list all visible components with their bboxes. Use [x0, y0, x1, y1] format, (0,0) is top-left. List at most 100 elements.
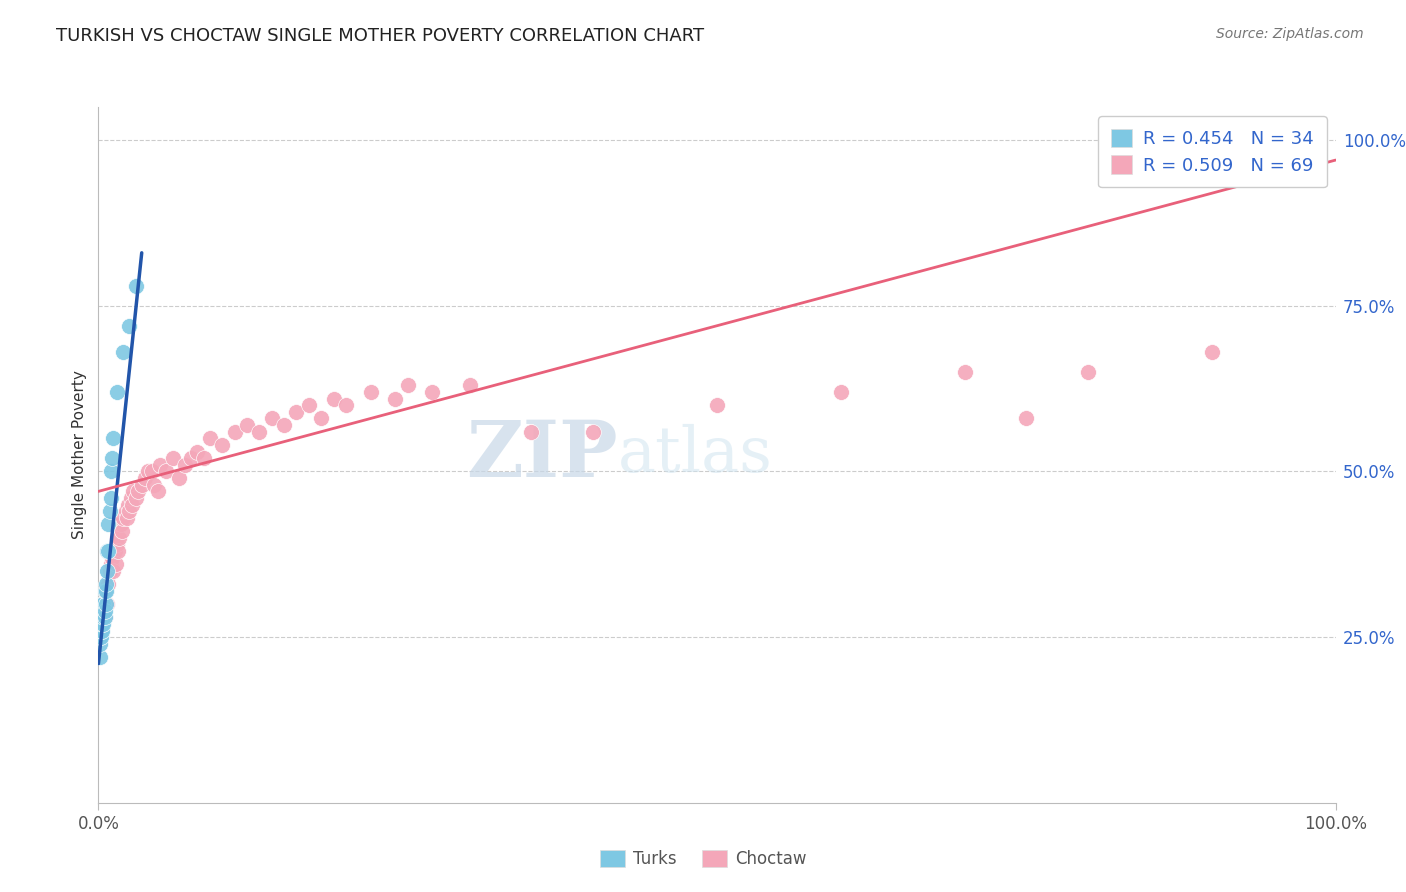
Point — [131, 477, 153, 491]
Point — [98, 504, 121, 518]
Point — [91, 610, 114, 624]
Point — [198, 431, 221, 445]
Point — [93, 610, 115, 624]
Point — [103, 431, 125, 445]
Point — [298, 398, 321, 412]
Point — [167, 471, 190, 485]
Point — [124, 279, 146, 293]
Point — [124, 491, 146, 505]
Point — [120, 491, 142, 505]
Point — [89, 650, 111, 665]
Point — [90, 630, 112, 644]
Point — [100, 558, 122, 572]
Point — [97, 544, 120, 558]
Point — [94, 583, 117, 598]
Point — [360, 384, 382, 399]
Point — [108, 531, 131, 545]
Legend: Turks, Choctaw: Turks, Choctaw — [593, 843, 813, 875]
Point — [93, 597, 115, 611]
Point — [155, 465, 177, 479]
Point — [96, 597, 118, 611]
Point — [260, 411, 283, 425]
Point — [104, 558, 127, 572]
Point — [1201, 345, 1223, 359]
Point — [193, 451, 215, 466]
Point — [149, 458, 172, 472]
Point — [90, 616, 112, 631]
Point — [143, 477, 166, 491]
Point — [322, 392, 344, 406]
Point — [93, 610, 115, 624]
Point — [953, 365, 976, 379]
Point — [134, 471, 156, 485]
Point — [118, 318, 141, 333]
Point — [1015, 411, 1038, 425]
Point — [273, 418, 295, 433]
Point — [211, 438, 233, 452]
Point — [309, 411, 332, 425]
Point — [96, 544, 118, 558]
Point — [101, 451, 124, 466]
Point — [180, 451, 202, 466]
Point — [94, 597, 117, 611]
Point — [89, 616, 111, 631]
Point — [706, 398, 728, 412]
Point — [285, 405, 308, 419]
Point — [93, 597, 115, 611]
Point — [582, 425, 605, 439]
Point — [458, 378, 481, 392]
Point — [105, 537, 128, 551]
Text: TURKISH VS CHOCTAW SINGLE MOTHER POVERTY CORRELATION CHART: TURKISH VS CHOCTAW SINGLE MOTHER POVERTY… — [56, 27, 704, 45]
Point — [335, 398, 357, 412]
Point — [136, 465, 159, 479]
Text: ZIP: ZIP — [467, 417, 619, 493]
Point — [107, 544, 129, 558]
Point — [105, 384, 128, 399]
Point — [90, 610, 112, 624]
Text: Source: ZipAtlas.com: Source: ZipAtlas.com — [1216, 27, 1364, 41]
Point — [93, 610, 115, 624]
Point — [115, 511, 138, 525]
Point — [174, 458, 197, 472]
Point — [121, 498, 143, 512]
Point — [91, 624, 114, 638]
Point — [100, 544, 122, 558]
Point — [122, 484, 145, 499]
Point — [98, 564, 121, 578]
Point — [97, 577, 120, 591]
Point — [830, 384, 852, 399]
Point — [101, 550, 124, 565]
Point — [89, 637, 111, 651]
Y-axis label: Single Mother Poverty: Single Mother Poverty — [72, 370, 87, 540]
Point — [90, 616, 112, 631]
Point — [1288, 146, 1310, 161]
Point — [384, 392, 406, 406]
Point — [236, 418, 259, 433]
Point — [224, 425, 246, 439]
Point — [520, 425, 543, 439]
Point — [89, 630, 111, 644]
Point — [94, 583, 117, 598]
Point — [96, 564, 118, 578]
Point — [93, 616, 115, 631]
Point — [100, 491, 122, 505]
Point — [117, 498, 139, 512]
Point — [422, 384, 444, 399]
Point — [396, 378, 419, 392]
Point — [127, 484, 149, 499]
Point — [112, 345, 135, 359]
Text: atlas: atlas — [619, 425, 773, 485]
Point — [90, 624, 112, 638]
Point — [97, 517, 120, 532]
Point — [103, 544, 125, 558]
Point — [103, 564, 125, 578]
Point — [91, 616, 114, 631]
Point — [247, 425, 270, 439]
Point — [162, 451, 184, 466]
Point — [146, 484, 169, 499]
Point — [186, 444, 208, 458]
Point — [91, 597, 114, 611]
Point — [1077, 365, 1099, 379]
Point — [118, 504, 141, 518]
Legend: R = 0.454   N = 34, R = 0.509   N = 69: R = 0.454 N = 34, R = 0.509 N = 69 — [1098, 116, 1327, 187]
